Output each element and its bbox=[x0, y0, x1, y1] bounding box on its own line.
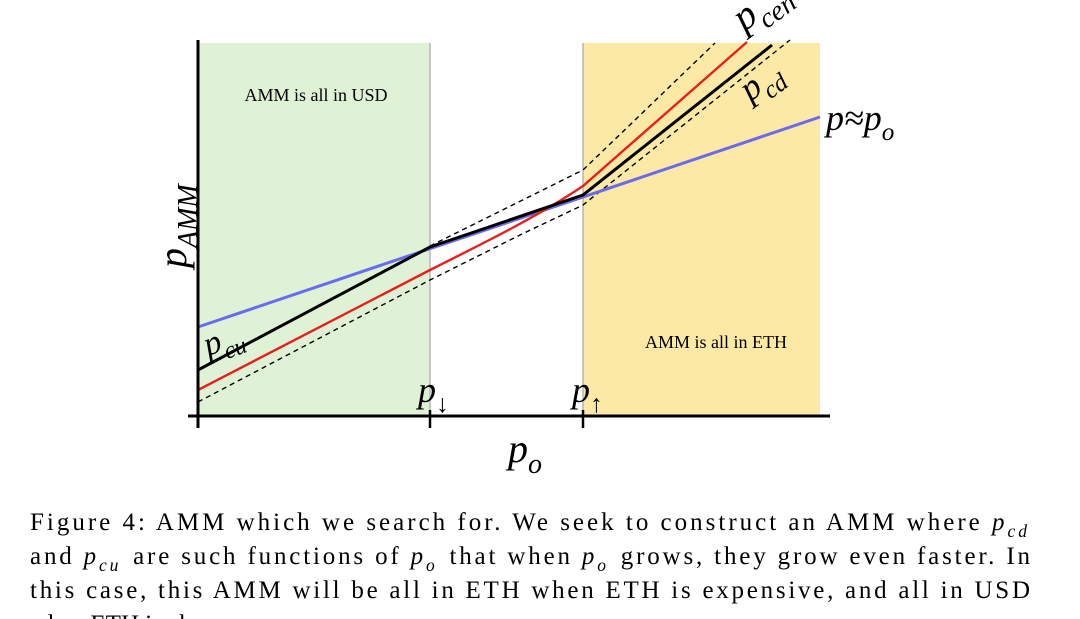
subscript: o bbox=[882, 119, 895, 146]
curve-label: p≈po​ bbox=[823, 98, 894, 146]
text-run: Figure 4: AMM which we search for. We se… bbox=[30, 509, 989, 536]
amm-curve bbox=[197, 43, 773, 372]
usd-region bbox=[198, 43, 430, 416]
text-run: that when bbox=[440, 543, 579, 570]
subscript: cd bbox=[1007, 521, 1027, 541]
math-symbol: p bbox=[990, 509, 1005, 536]
subscript: o bbox=[597, 555, 606, 575]
subscript: ↓ bbox=[436, 391, 449, 418]
caption-line: this case, this AMM will be all in ETH w… bbox=[30, 577, 1030, 604]
identity-line bbox=[197, 115, 821, 329]
upper-bound-curve bbox=[429, 42, 716, 247]
subscript: ↑ bbox=[590, 391, 603, 418]
subscript: o bbox=[528, 449, 542, 480]
text-run: this case, this AMM will be all in ETH w… bbox=[30, 577, 1030, 604]
math-symbol: p bbox=[569, 370, 590, 410]
tick-label: p↓​ bbox=[415, 370, 449, 418]
subscript: cu bbox=[99, 555, 119, 575]
math-symbol: p bbox=[150, 248, 195, 271]
x-axis-label: po​ bbox=[505, 426, 542, 480]
text-run: when ETH is cheap. bbox=[30, 611, 233, 619]
math-symbol: p bbox=[82, 543, 97, 570]
lower-bound-curve bbox=[197, 39, 791, 403]
caption-line: and pcu​ are such functions of po​ that … bbox=[30, 543, 1030, 575]
subscript: o bbox=[426, 555, 435, 575]
region-label: AMM is all in ETH bbox=[645, 332, 787, 352]
curve-label: pcen​ bbox=[720, 0, 802, 48]
text-run: are such functions of bbox=[124, 543, 408, 570]
math-symbol: p≈p bbox=[823, 98, 882, 138]
cen-curve bbox=[197, 41, 748, 392]
text-run: grows, they grow even faster. In bbox=[612, 543, 1031, 570]
y-axis-label: pAMM​ bbox=[150, 183, 204, 271]
eth-region bbox=[583, 43, 820, 416]
math-symbol: p bbox=[505, 426, 528, 471]
math-symbol: p bbox=[409, 543, 424, 570]
tick-label: p↑​ bbox=[569, 370, 603, 418]
caption-line: when ETH is cheap. bbox=[30, 611, 233, 619]
math-symbol: p bbox=[415, 370, 436, 410]
caption-line: Figure 4: AMM which we search for. We se… bbox=[30, 509, 1027, 541]
region-label: AMM is all in USD bbox=[244, 85, 387, 105]
text-run: and bbox=[30, 543, 81, 570]
subscript: AMM bbox=[173, 183, 204, 250]
math-symbol: p bbox=[580, 543, 595, 570]
